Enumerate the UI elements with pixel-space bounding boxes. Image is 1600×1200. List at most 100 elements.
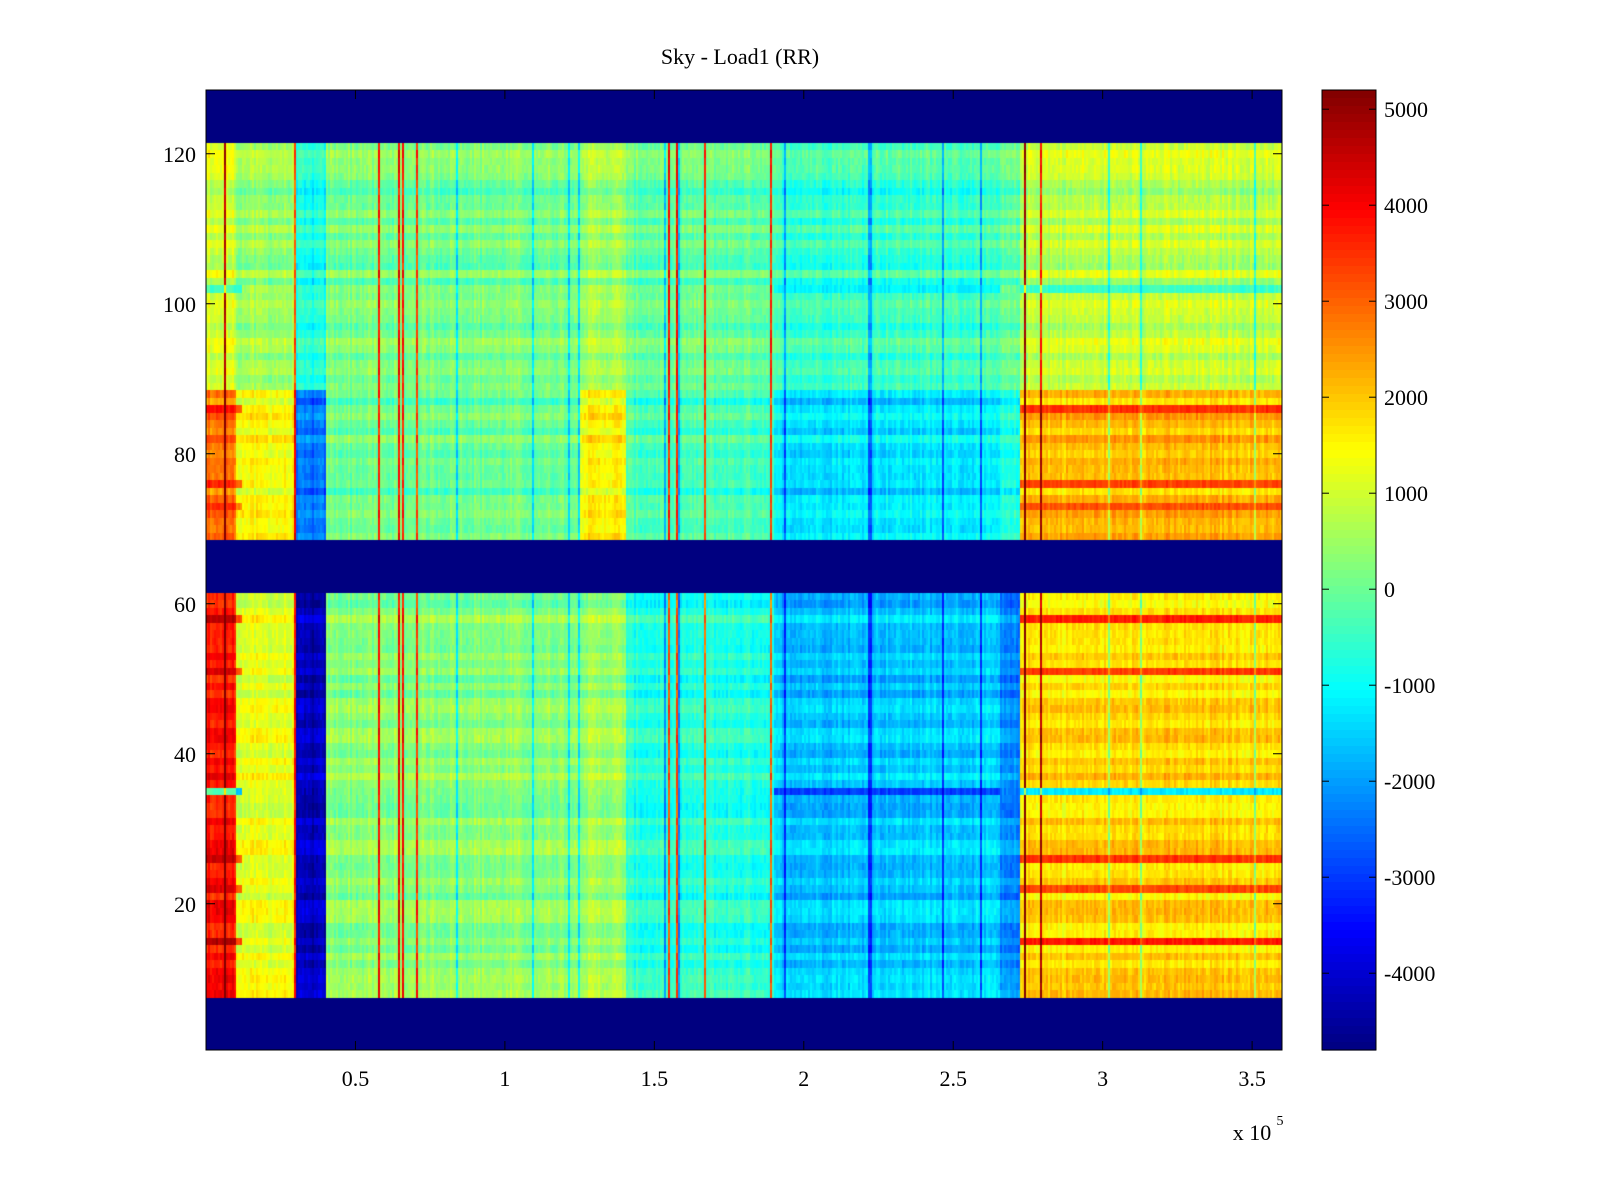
colorbar-segment [1322, 482, 1376, 491]
colorbar-segment [1322, 866, 1376, 875]
x-tick-label: 3 [1097, 1066, 1108, 1091]
colorbar-segment [1322, 402, 1376, 411]
colorbar-segment [1322, 650, 1376, 659]
colorbar-segment [1322, 114, 1376, 123]
colorbar-tick-label: 5000 [1384, 97, 1428, 122]
colorbar-segment [1322, 674, 1376, 683]
colorbar-segment [1322, 186, 1376, 195]
x-tick-label: 2.5 [939, 1066, 967, 1091]
colorbar-segment [1322, 450, 1376, 459]
colorbar-segment [1322, 170, 1376, 179]
colorbar-segment [1322, 970, 1376, 979]
colorbar-segment [1322, 714, 1376, 723]
colorbar-segment [1322, 314, 1376, 323]
colorbar-frame [1321, 89, 1377, 1051]
x-tick-label: 0.5 [342, 1066, 370, 1091]
colorbar-segment [1322, 514, 1376, 523]
colorbar-segment [1322, 410, 1376, 419]
colorbar-segment [1322, 842, 1376, 851]
colorbar-segment [1322, 690, 1376, 699]
colorbar-segment [1322, 226, 1376, 235]
colorbar-segment [1322, 850, 1376, 859]
x-exponent-label: x 10 [1233, 1120, 1272, 1145]
colorbar-segment [1322, 794, 1376, 803]
colorbar-segment [1322, 354, 1376, 363]
colorbar-segment [1322, 274, 1376, 283]
colorbar-segment [1322, 98, 1376, 107]
colorbar-segment [1322, 706, 1376, 715]
colorbar-segment [1322, 994, 1376, 1003]
colorbar-segment [1322, 386, 1376, 395]
heatmap-raster [206, 90, 1282, 1050]
colorbar-segment [1322, 1002, 1376, 1011]
colorbar-segment [1322, 698, 1376, 707]
colorbar-segment [1322, 194, 1376, 203]
colorbar-segment [1322, 682, 1376, 691]
colorbar-segment [1322, 162, 1376, 171]
colorbar-tick-label: 4000 [1384, 193, 1428, 218]
colorbar-segment [1322, 298, 1376, 307]
colorbar-segment [1322, 266, 1376, 275]
colorbar-segment [1322, 762, 1376, 771]
colorbar-segment [1322, 490, 1376, 499]
x-exponent-power: 5 [1277, 1114, 1284, 1129]
colorbar-segment [1322, 922, 1376, 931]
colorbar-tick-label: 1000 [1384, 481, 1428, 506]
colorbar-tick-label: -2000 [1384, 769, 1435, 794]
y-tick-label: 20 [174, 892, 196, 917]
x-tick-label: 1 [499, 1066, 510, 1091]
colorbar-segment [1322, 898, 1376, 907]
x-tick-label: 3.5 [1238, 1066, 1266, 1091]
colorbar-segment [1322, 338, 1376, 347]
colorbar-segment [1322, 506, 1376, 515]
colorbar-segment [1322, 418, 1376, 427]
colorbar-segment [1322, 530, 1376, 539]
colorbar-segment [1322, 882, 1376, 891]
colorbar-tick-label: 3000 [1384, 289, 1428, 314]
colorbar-segment [1322, 474, 1376, 483]
colorbar-segment [1322, 282, 1376, 291]
colorbar-segment [1322, 538, 1376, 547]
colorbar-tick-label: 0 [1384, 577, 1395, 602]
colorbar-segment [1322, 434, 1376, 443]
colorbar-segment [1322, 786, 1376, 795]
colorbar-segment [1322, 770, 1376, 779]
colorbar-segment [1322, 930, 1376, 939]
colorbar-segment [1322, 738, 1376, 747]
colorbar-segment [1322, 602, 1376, 611]
colorbar [1322, 90, 1376, 1051]
colorbar-segment [1322, 722, 1376, 731]
colorbar-segment [1322, 498, 1376, 507]
colorbar-segment [1322, 122, 1376, 131]
colorbar-segment [1322, 802, 1376, 811]
plot-frame [205, 89, 1283, 1051]
colorbar-segment [1322, 1042, 1376, 1051]
colorbar-segment [1322, 130, 1376, 139]
colorbar-segment [1322, 442, 1376, 451]
colorbar-segment [1322, 906, 1376, 915]
y-tick-label: 100 [163, 292, 196, 317]
colorbar-segment [1322, 978, 1376, 987]
colorbar-segment [1322, 258, 1376, 267]
colorbar-segment [1322, 426, 1376, 435]
colorbar-segment [1322, 306, 1376, 315]
colorbar-segment [1322, 634, 1376, 643]
colorbar-segment [1322, 522, 1376, 531]
x-axis: 0.5 1 1.5 2 2.5 3 3.5 [342, 90, 1266, 1091]
chart-title: Sky - Load1 (RR) [661, 44, 819, 69]
colorbar-segment [1322, 1018, 1376, 1027]
colorbar-segment [1322, 938, 1376, 947]
colorbar-segment [1322, 754, 1376, 763]
colorbar-segment [1322, 586, 1376, 595]
colorbar-segment [1322, 394, 1376, 403]
colorbar-segment [1322, 594, 1376, 603]
plot-area [206, 90, 1282, 1050]
colorbar-segment [1322, 1034, 1376, 1043]
colorbar-segment [1322, 954, 1376, 963]
colorbar-segment [1322, 330, 1376, 339]
colorbar-segment [1322, 578, 1376, 587]
colorbar-segment [1322, 1010, 1376, 1019]
colorbar-segment [1322, 370, 1376, 379]
colorbar-segment [1322, 834, 1376, 843]
